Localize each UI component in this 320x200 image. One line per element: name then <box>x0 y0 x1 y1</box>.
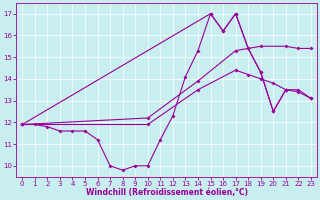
X-axis label: Windchill (Refroidissement éolien,°C): Windchill (Refroidissement éolien,°C) <box>85 188 248 197</box>
